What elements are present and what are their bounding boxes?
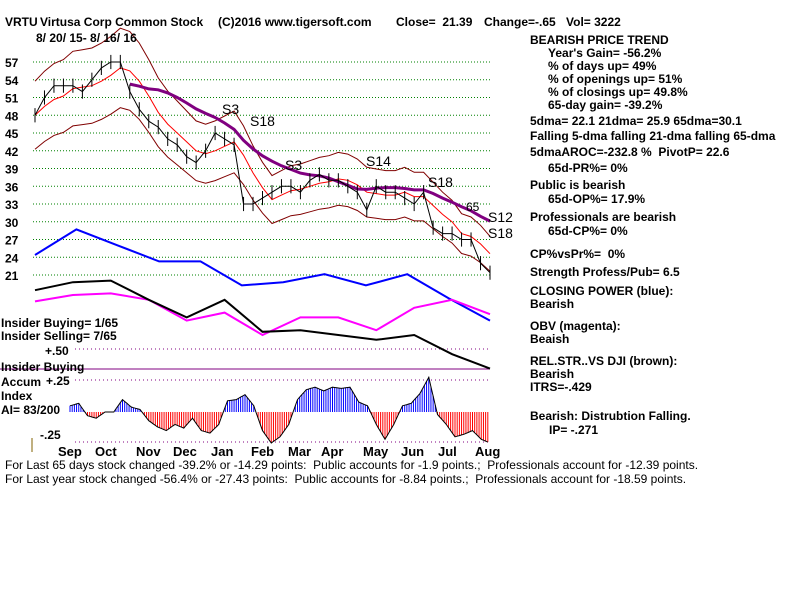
y-tick-label: 21 [5,269,19,283]
cp-title: CLOSING POWER (blue): [530,284,674,298]
obv-line [34,292,491,337]
close-value: Close= 21.39 [396,15,473,29]
strength: Strength Profess/Pub= 6.5 [530,265,680,279]
y-tick-label: 36 [5,180,19,194]
accum-line [69,375,489,444]
volume-value: Vol= 3222 [566,15,621,29]
month-label: Jul [438,444,457,459]
signal-s14: S14 [366,153,391,169]
ma21-line [34,67,491,255]
signal-s18: S18 [428,174,453,190]
y-tick-label: 51 [5,92,19,106]
y-tick-label: 30 [5,216,19,230]
signal-s3: S3 [285,157,303,173]
month-label: Jan [211,444,233,459]
y-tick-label: 45 [5,127,19,141]
footer-line-65d: For Last 65 days stock changed -39.2% or… [5,458,699,472]
trend: BEARISH PRICE TREND [530,33,669,47]
lower-band [34,107,491,272]
rs-title: REL.STR..VS DJI (brown): [530,354,678,368]
y-tick-label: 54 [5,74,19,88]
month-label: Oct [95,444,117,459]
closing-power-line [34,228,491,322]
distribution: Bearish: Distrubtion Falling. [530,409,691,423]
change-value: Change=-.65 [484,15,556,29]
month-label: Mar [288,444,311,459]
itrs: ITRS=-.429 [530,380,592,394]
price-line [34,61,491,274]
insider-buying: Insider Buying= 1/65 [1,316,119,330]
year-gain: Year's Gain= -56.2% [548,46,662,60]
signal-s3: S3 [222,101,240,117]
pros: Professionals are bearish [530,210,677,224]
y-tick-label: 57 [5,56,19,70]
signal-s12: S12 [488,209,513,225]
ai-value: AI= 83/200 [1,403,61,417]
symbol: VRTU [5,15,38,29]
month-label: Feb [251,444,274,459]
signal-s18: S18 [250,113,275,129]
stock-name: Virtusa Corp Common Stock [40,15,204,29]
openings-up: % of openings up= 51% [548,72,683,86]
cp-val: Bearish [530,297,575,311]
obv-val: Beaish [530,332,570,346]
public: Public is bearish [530,178,626,192]
month-label: Nov [136,444,161,459]
y-tick-label: 48 [5,109,19,123]
signal-s18: S18 [488,225,513,241]
tick-p25: +.25 [46,374,70,388]
y-tick-label: 24 [5,251,19,265]
ip: IP= -.271 [549,423,599,437]
closings-up: % of closings up= 49.8% [548,85,688,99]
y-tick-label: 42 [5,145,19,159]
footer-line-year: For Last year stock changed -56.4% or -2… [5,472,687,486]
cpvspr: CP%vsPr%= 0% [530,247,626,261]
signal-65: 65 [466,200,480,214]
y-tick-label: 27 [5,234,19,248]
rel-strength-line [34,279,491,370]
obv-title: OBV (magenta): [530,319,621,333]
tick-p50: +.50 [45,344,69,358]
date-range: 8/ 20/ 15- 8/ 16/ 16 [36,31,137,45]
rs-val: Bearish [530,367,575,381]
month-label: Aug [475,444,500,459]
gain-65: 65-day gain= -39.2% [548,98,663,112]
pr: 65d-PR%= 0% [548,161,628,175]
y-tick-label: 39 [5,163,19,177]
cp: 65d-CP%= 0% [548,224,628,238]
upper-band [34,27,491,237]
aroc: 5dmaAROC=-232.8 % PivotP= 22.6 [530,145,730,159]
month-label: Dec [173,444,197,459]
month-label: Sep [58,444,82,459]
month-label: Jun [401,444,424,459]
copyright: (C)2016 www.tigersoft.com [218,15,372,29]
op: 65d-OP%= 17.9% [548,192,646,206]
falling: Falling 5-dma falling 21-dma falling 65-… [530,129,776,143]
insider-buying-label: Insider Buying [1,360,85,374]
accum-label: Accum [1,375,42,389]
tick-m25: -.25 [40,428,61,442]
index-label: Index [1,389,33,403]
days-up: % of days up= 49% [548,59,657,73]
dma: 5dma= 22.1 21dma= 25.9 65dma=30.1 [530,114,742,128]
month-label: May [363,444,389,459]
month-label: Apr [321,444,343,459]
y-tick-label: 33 [5,198,19,212]
insider-selling: Insider Selling= 7/65 [1,329,117,343]
